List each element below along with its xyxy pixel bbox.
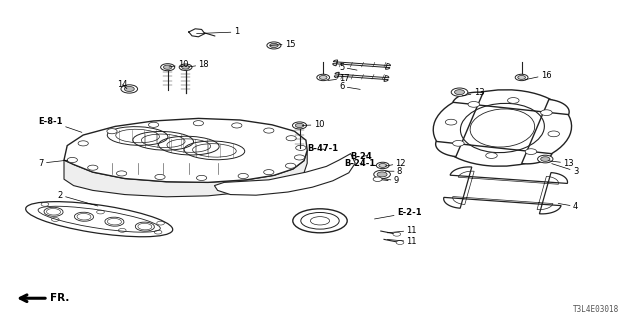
Circle shape	[238, 173, 248, 179]
Polygon shape	[436, 92, 569, 164]
Circle shape	[148, 122, 159, 127]
Circle shape	[296, 145, 306, 150]
Text: 7: 7	[38, 159, 68, 168]
Text: 11: 11	[387, 237, 417, 246]
Circle shape	[515, 74, 528, 81]
Circle shape	[374, 170, 390, 179]
Text: B-24: B-24	[351, 152, 372, 161]
Circle shape	[294, 155, 305, 160]
Circle shape	[486, 153, 497, 158]
Text: FR.: FR.	[50, 293, 69, 303]
Circle shape	[454, 90, 465, 95]
Circle shape	[541, 157, 550, 161]
Text: 17: 17	[328, 74, 350, 83]
Text: 11: 11	[387, 226, 417, 235]
Text: 9: 9	[384, 176, 399, 185]
Circle shape	[393, 232, 401, 236]
Circle shape	[538, 155, 553, 163]
Circle shape	[508, 98, 519, 103]
Polygon shape	[444, 167, 568, 214]
Circle shape	[182, 65, 189, 69]
Circle shape	[107, 129, 117, 134]
Circle shape	[518, 76, 525, 79]
Circle shape	[163, 65, 172, 69]
Ellipse shape	[293, 209, 347, 233]
Circle shape	[541, 110, 552, 116]
Circle shape	[67, 157, 77, 163]
Circle shape	[445, 119, 457, 125]
Polygon shape	[333, 60, 390, 69]
Ellipse shape	[433, 90, 572, 166]
Circle shape	[88, 165, 98, 170]
Text: 4: 4	[558, 202, 578, 211]
Circle shape	[267, 42, 281, 49]
Ellipse shape	[26, 202, 173, 237]
Circle shape	[373, 177, 382, 181]
Text: 10: 10	[169, 60, 188, 69]
Text: 10: 10	[302, 120, 324, 129]
Circle shape	[285, 163, 296, 168]
Circle shape	[451, 88, 468, 96]
Text: 16: 16	[525, 71, 552, 80]
Polygon shape	[214, 154, 355, 195]
Text: B-47-1: B-47-1	[307, 144, 339, 153]
Circle shape	[525, 149, 537, 155]
Circle shape	[179, 64, 192, 70]
Text: 2: 2	[58, 191, 98, 206]
Text: 13: 13	[462, 88, 484, 97]
Circle shape	[155, 174, 165, 180]
Circle shape	[396, 241, 404, 244]
Text: B-24-1: B-24-1	[344, 159, 376, 168]
Circle shape	[317, 74, 330, 81]
Text: E-8-1: E-8-1	[38, 117, 82, 132]
Circle shape	[124, 86, 134, 92]
Text: 15: 15	[270, 40, 295, 49]
Text: 14: 14	[117, 80, 127, 89]
Text: 1: 1	[196, 28, 239, 36]
Text: E-2-1: E-2-1	[374, 208, 421, 219]
Circle shape	[548, 131, 559, 137]
Circle shape	[193, 121, 204, 126]
Circle shape	[376, 162, 389, 169]
Circle shape	[196, 175, 207, 180]
Circle shape	[264, 128, 274, 133]
Circle shape	[319, 76, 327, 79]
Circle shape	[121, 85, 138, 93]
Circle shape	[292, 122, 307, 129]
Circle shape	[116, 171, 127, 176]
Circle shape	[452, 140, 464, 146]
Polygon shape	[64, 150, 307, 197]
Circle shape	[269, 43, 278, 48]
Circle shape	[264, 170, 274, 175]
Text: 5: 5	[339, 63, 357, 72]
Text: T3L4E03018: T3L4E03018	[573, 305, 619, 314]
Circle shape	[295, 123, 304, 128]
Text: 3: 3	[552, 164, 578, 176]
Circle shape	[161, 64, 175, 71]
Text: 12: 12	[385, 159, 406, 168]
Polygon shape	[64, 118, 307, 182]
Text: 6: 6	[339, 82, 360, 91]
Circle shape	[78, 141, 88, 146]
Circle shape	[379, 164, 387, 167]
Polygon shape	[334, 72, 389, 81]
Circle shape	[468, 101, 479, 107]
Text: 18: 18	[188, 60, 209, 69]
Circle shape	[377, 172, 387, 177]
Text: 13: 13	[548, 159, 574, 168]
Circle shape	[232, 123, 242, 128]
Circle shape	[286, 136, 296, 141]
Text: 8: 8	[385, 167, 402, 176]
